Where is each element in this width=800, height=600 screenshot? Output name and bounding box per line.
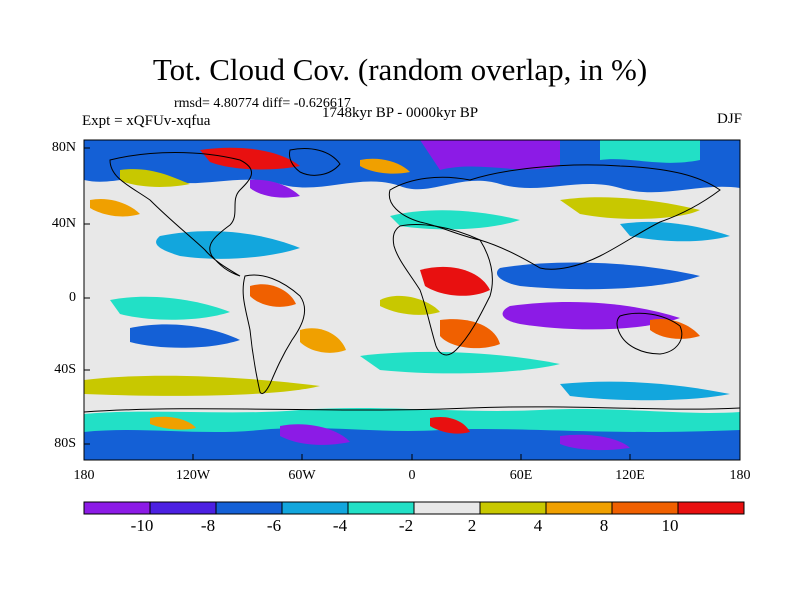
colorbar-label: 2 <box>467 516 477 535</box>
lon-label-180e: 180 <box>729 468 751 483</box>
colorbar-swatch <box>347 501 415 515</box>
colorbar-swatch <box>149 501 217 515</box>
lat-label-80n: 80N <box>51 140 76 155</box>
lon-label-120e: 120E <box>615 468 645 483</box>
colorbar-swatch <box>83 501 151 515</box>
colorbar-label: -4 <box>332 516 348 535</box>
lon-label-120w: 120W <box>175 468 211 483</box>
colorbar-swatch <box>413 501 481 515</box>
season-label: DJF <box>716 111 742 127</box>
stats-text: rmsd= 4.80774 diff= -0.626617 <box>174 96 351 111</box>
colorbar-swatch <box>479 501 547 515</box>
colorbar-label: -8 <box>200 516 216 535</box>
lat-label-80s: 80S <box>54 436 76 451</box>
lat-label-0: 0 <box>69 290 76 305</box>
colorbar-swatch <box>281 501 349 515</box>
colorbar-label: 4 <box>533 516 543 535</box>
lon-label-180w: 180 <box>73 468 95 483</box>
lon-label-60e: 60E <box>509 468 533 483</box>
lat-label-40n: 40N <box>51 216 76 231</box>
colorbar-swatch <box>677 501 745 515</box>
lon-label-0: 0 <box>408 468 416 483</box>
colorbar-swatch <box>611 501 679 515</box>
colorbar-label: 8 <box>599 516 609 535</box>
colorbar-label: -10 <box>130 516 154 535</box>
experiment-label: Expt = xQFUv-xqfua <box>82 113 211 129</box>
colorbar-label: 10 <box>661 516 679 535</box>
colorbar-swatch <box>545 501 613 515</box>
colorbar-label: -2 <box>398 516 414 535</box>
colorbar-swatch <box>215 501 283 515</box>
colorbar-label: -6 <box>266 516 282 535</box>
period-label: 1748kyr BP - 0000kyr BP <box>322 105 479 121</box>
lon-label-60w: 60W <box>288 468 316 483</box>
map-title: Tot. Cloud Cov. (random overlap, in %) <box>152 52 648 87</box>
lat-label-40s: 40S <box>54 362 76 377</box>
